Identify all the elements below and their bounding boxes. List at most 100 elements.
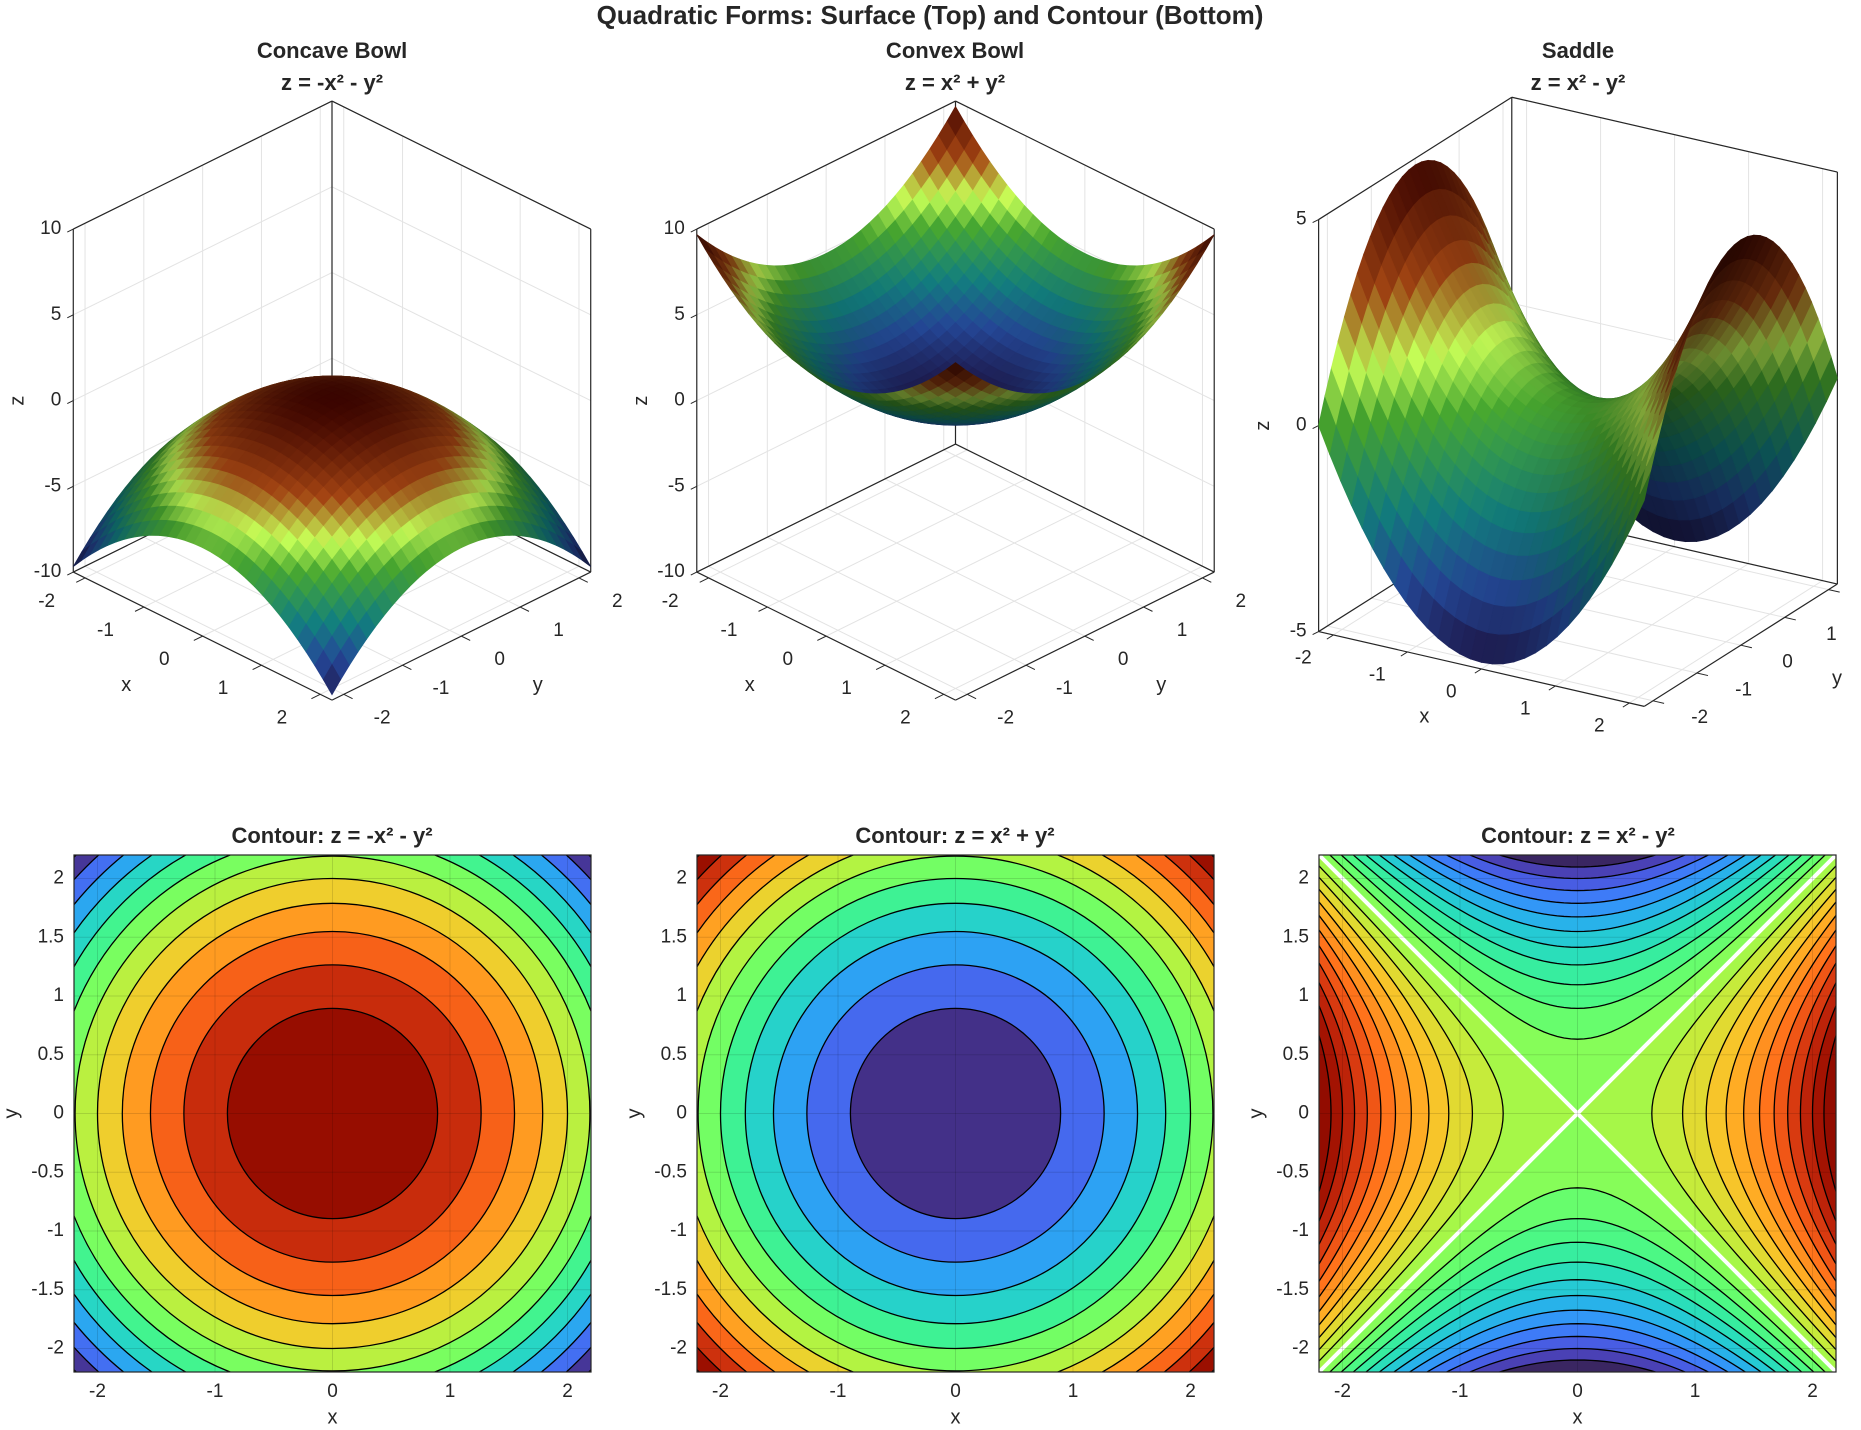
x-tick-mark: [1474, 668, 1482, 674]
y-tick-label: 2: [1298, 868, 1309, 889]
y-tick-label: 2: [612, 591, 623, 612]
axes-frame: [696, 854, 1215, 1373]
contour-level: [1823, 1033, 1836, 1194]
x-tick-label: 1: [841, 678, 852, 699]
y-tick-label: 1.5: [661, 926, 687, 947]
contour-level: [1352, 1241, 1803, 1372]
x-tick-label: 0: [1446, 681, 1457, 702]
axis-box-edge: [696, 100, 956, 230]
contour-level: [1392, 1294, 1763, 1372]
x-tick-label: -2: [662, 591, 679, 612]
contour-level: [1811, 1004, 1836, 1223]
x-tick-label: 2: [1185, 1381, 1196, 1402]
y-tick-label: 0: [1118, 649, 1129, 670]
y-axis-label: y: [1156, 674, 1166, 696]
contour-level: [1319, 1033, 1332, 1194]
z-axis-label: z: [1252, 421, 1274, 431]
y-tick-label: 2: [53, 868, 64, 889]
y-tick-label: -1: [1735, 679, 1752, 700]
x-tick-label: -2: [1295, 647, 1312, 668]
z-tick-mark: [1312, 631, 1319, 636]
y-tick-mark: [1652, 700, 1665, 704]
y-tick-label: -1: [1292, 1220, 1309, 1241]
y-tick-mark: [578, 577, 589, 583]
contour-level: [1340, 855, 1815, 1010]
y-tick-label: -2: [47, 1338, 64, 1359]
contour-level: [1319, 864, 1504, 1363]
axis-box-edge: [955, 443, 1215, 573]
x-tick-label: -1: [97, 620, 114, 641]
grid-line: [943, 449, 1203, 579]
y-tick-label: -2: [670, 1338, 687, 1359]
contour-level: [1319, 928, 1397, 1299]
y-tick-mark: [343, 693, 353, 700]
contour-level: [1319, 944, 1382, 1283]
y-tick-label: -0.5: [1276, 1161, 1309, 1182]
y-tick-label: 1: [1298, 985, 1309, 1006]
x-tick-mark: [1326, 634, 1334, 640]
x-tick-label: 2: [562, 1381, 573, 1402]
y-tick-label: -1: [47, 1220, 64, 1241]
z-tick-mark: [690, 571, 698, 576]
grid-line: [73, 186, 333, 316]
grid-line: [73, 272, 333, 402]
contour-title-concave: Contour: z = -x² - y²: [231, 823, 433, 848]
y-tick-label: -1: [670, 1220, 687, 1241]
z-tick-mark: [690, 400, 698, 405]
contour-level: [1681, 876, 1836, 1351]
contour-level: [1392, 855, 1763, 933]
x-tick-mark: [311, 693, 321, 700]
y-tick-mark: [1143, 606, 1153, 612]
x-tick-label: 0: [327, 1381, 338, 1402]
axis-box-edge: [955, 100, 1215, 230]
y-tick-label: -0.5: [31, 1161, 64, 1182]
y-tick-label: 0: [494, 649, 505, 670]
contour-level: [1378, 1279, 1777, 1372]
panel-title-line1: Concave Bowl: [256, 38, 408, 63]
x-tick-mark: [934, 693, 944, 700]
contour-level: [1319, 981, 1356, 1246]
x-tick-label: 2: [277, 707, 288, 728]
y-axis-label: y: [533, 674, 543, 696]
z-tick-label: -5: [668, 475, 685, 496]
contour-axes-1: -2 -1 0 1 2 -2 -1.5 -1 -0.5 0 0.5 1 1.5 2 x y: [623, 854, 1215, 1428]
contour-level: [1408, 855, 1747, 918]
contour-level: [1445, 855, 1710, 892]
contour-fills: [697, 855, 1214, 1372]
contour-fills: [74, 855, 591, 1372]
x-tick-label: -1: [1452, 1381, 1469, 1402]
z-tick-label: 0: [1296, 415, 1307, 436]
contour-level: [1425, 1323, 1730, 1372]
contour-level: [1468, 1347, 1687, 1372]
z-tick-label: 5: [51, 304, 62, 325]
y-tick-label: -2: [374, 707, 391, 728]
y-tick-label: 1: [676, 985, 687, 1006]
y-tick-label: 1: [1826, 624, 1837, 645]
contour-level: [1425, 855, 1730, 904]
z-tick-label: 10: [664, 218, 685, 239]
contour-level: [1408, 1309, 1747, 1372]
y-tick-mark: [1828, 589, 1840, 593]
y-tick-label: 0.5: [661, 1044, 687, 1065]
z-tick-mark: [1312, 425, 1319, 430]
panel-title-line2: z = x² - y²: [1530, 70, 1626, 95]
z-tick-label: 0: [674, 390, 685, 411]
x-tick-label: -1: [721, 620, 738, 641]
x-axis-label: x: [951, 1406, 961, 1428]
z-tick-mark: [690, 314, 698, 319]
x-tick-label: 0: [1572, 1381, 1583, 1402]
y-tick-mark: [461, 635, 471, 641]
surface-patch: [1363, 235, 1382, 284]
z-tick-label: -5: [1290, 621, 1307, 642]
grid-line: [767, 536, 1027, 666]
contour-level: [1340, 1217, 1815, 1372]
contour-level: [1799, 981, 1836, 1246]
y-axis-label: y: [1832, 668, 1842, 690]
z-tick-mark: [67, 314, 74, 319]
z-tick-mark: [1312, 219, 1319, 224]
z-tick-mark: [690, 228, 698, 233]
z-tick-label: -5: [44, 475, 61, 496]
y-tick-label: -1.5: [1276, 1279, 1309, 1300]
axis-box-edge: [331, 100, 591, 230]
